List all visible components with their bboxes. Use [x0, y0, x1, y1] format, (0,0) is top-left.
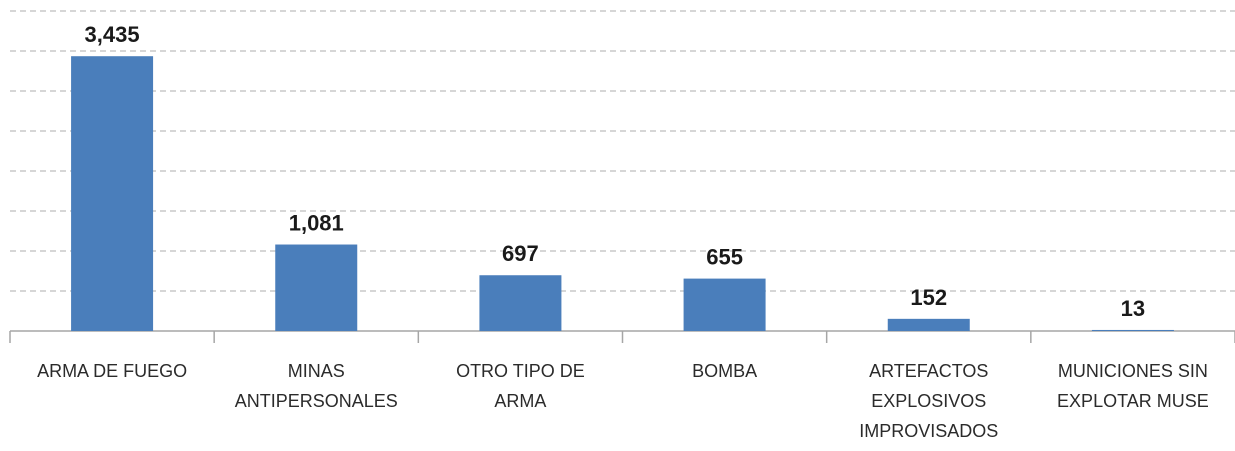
x-tick-label: BOMBA — [692, 361, 758, 381]
bar — [887, 318, 970, 331]
data-label: 152 — [910, 285, 947, 310]
bar — [683, 278, 766, 331]
bar — [1091, 329, 1174, 331]
x-tick-label: ARTEFACTOS EXPLOSIVOS IMPROVISADOS — [859, 361, 999, 441]
bar — [71, 56, 154, 331]
data-label: 655 — [706, 245, 743, 270]
x-tick-label: MUNICIONES SIN EXPLOTAR MUSE — [1057, 361, 1209, 411]
data-label: 697 — [502, 241, 539, 266]
x-tick-label: ARMA DE FUEGO — [37, 361, 188, 381]
data-label: 3,435 — [85, 22, 140, 47]
bar — [479, 275, 562, 331]
x-tick-label: MINAS ANTIPERSONALES — [234, 361, 398, 411]
x-tick-label: OTRO TIPO DE ARMA — [456, 361, 585, 411]
data-label: 13 — [1121, 296, 1145, 321]
bar — [275, 244, 358, 331]
data-label: 1,081 — [289, 211, 344, 236]
